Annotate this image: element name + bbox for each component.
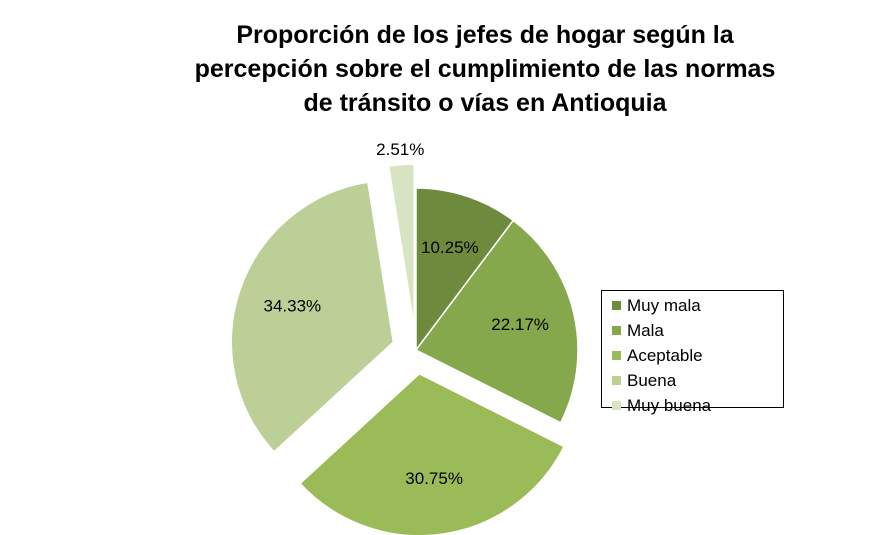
legend-label: Aceptable (627, 345, 703, 365)
legend-swatch (612, 351, 621, 360)
pie-slice-buena (230, 181, 395, 453)
legend-item-buena: Buena (612, 368, 783, 393)
legend-label: Mala (627, 320, 664, 340)
chart-title-line-2: percepción sobre el cumplimiento de las … (194, 55, 776, 83)
legend-item-mala: Mala (612, 318, 783, 343)
data-label-muy-mala: 10.25% (421, 238, 479, 257)
legend-item-muy-mala: Muy mala (612, 293, 783, 318)
legend-label: Muy mala (627, 295, 701, 315)
legend-item-muy-buena: Muy buena (612, 393, 783, 418)
legend-swatch (612, 376, 621, 385)
legend-item-aceptable: Aceptable (612, 343, 783, 368)
legend-swatch (612, 301, 621, 310)
chart-legend: Muy mala Mala Aceptable Buena Muy buena (601, 290, 784, 415)
data-label-muy-buena: 2.51% (376, 140, 424, 159)
pie-slice-muy-mala (415, 187, 515, 353)
data-label-buena: 34.33% (264, 296, 322, 315)
legend-swatch (612, 401, 621, 410)
pie-slice-aceptable (299, 372, 566, 535)
chart-title-line-3: de tránsito o vías en Antioquia (303, 89, 667, 117)
pie-slice-mala (414, 219, 579, 424)
data-label-aceptable: 30.75% (405, 469, 463, 488)
pie-slice-muy-buena (387, 163, 415, 327)
chart-title-line-1: Proporción de los jefes de hogar según l… (236, 21, 734, 49)
legend-swatch (612, 326, 621, 335)
legend-label: Buena (627, 370, 677, 390)
chart-title: Proporción de los jefes de hogar según l… (100, 18, 870, 120)
legend-label: Muy buena (627, 395, 712, 415)
data-label-mala: 22.17% (491, 315, 549, 334)
